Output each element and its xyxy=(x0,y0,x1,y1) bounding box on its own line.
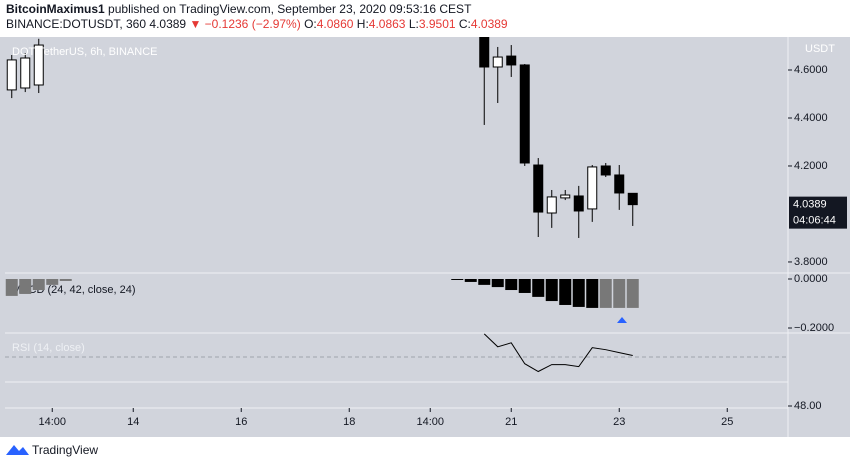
legend: DOT/TetherUS, 6h, BINANCE xyxy=(12,46,158,58)
candle-body xyxy=(506,55,517,66)
ohlc-label: O: xyxy=(304,17,317,31)
histogram-bar xyxy=(532,279,545,297)
ohlc-label: H: xyxy=(357,17,369,31)
histogram-bar xyxy=(491,279,504,288)
candle-body xyxy=(627,192,638,206)
ohlc-label: L: xyxy=(409,17,419,31)
x-tick-label: 14 xyxy=(127,416,139,428)
ohlc-label: C: xyxy=(459,17,471,31)
candle-body xyxy=(546,196,557,214)
histogram-bar xyxy=(545,279,558,302)
histogram-bar xyxy=(626,279,639,308)
histogram-bar xyxy=(559,279,572,305)
ohlc-value: 4.0860 xyxy=(317,17,354,31)
x-tick-label: 18 xyxy=(343,416,355,428)
candle-body xyxy=(33,44,44,86)
author: BitcoinMaximus1 xyxy=(6,2,105,16)
candle-body xyxy=(479,37,490,68)
histogram-bar xyxy=(586,279,599,308)
histogram-bar xyxy=(518,279,531,293)
price-pane xyxy=(6,37,638,238)
candle-body xyxy=(587,166,598,210)
y-tick-label: 4.6000 xyxy=(794,64,828,76)
signal-marker xyxy=(617,317,627,323)
brand-logo xyxy=(6,445,29,455)
rsi-title: RSI (14, close) xyxy=(12,342,85,354)
histogram-bar xyxy=(32,279,45,291)
candle-body xyxy=(533,164,544,213)
candle-body xyxy=(600,165,611,176)
y-tick-label: 4.2000 xyxy=(794,160,828,172)
candle-body xyxy=(519,64,530,164)
rsi-line xyxy=(483,333,633,373)
axis-unit: USDT xyxy=(805,43,835,55)
y-tick-label: 48.00 xyxy=(794,400,822,412)
histogram-bar xyxy=(464,279,477,282)
histogram-bar xyxy=(451,279,464,280)
histogram-bar xyxy=(46,279,59,285)
histogram-bar xyxy=(478,279,491,285)
symbol: BINANCE:DOTUSDT, 360 xyxy=(6,17,146,31)
histogram-bar xyxy=(572,279,585,307)
x-tick-label: 21 xyxy=(505,416,517,428)
last-price: 4.0389 xyxy=(793,199,827,211)
histogram-bar xyxy=(613,279,626,308)
x-tick-label: 25 xyxy=(721,416,733,428)
last: 4.0389 xyxy=(149,17,186,31)
header-line1: BitcoinMaximus1 published on TradingView… xyxy=(6,2,472,16)
x-tick-label: 14:00 xyxy=(38,416,66,428)
y-tick-label: −0.2000 xyxy=(794,322,834,334)
chart-background xyxy=(0,37,850,437)
published: published on TradingView.com, September … xyxy=(108,2,472,16)
candle-body xyxy=(614,174,625,194)
price-label-bg xyxy=(789,196,847,229)
change: ▼ −0.1236 (−2.97%) xyxy=(189,17,300,31)
header-line2: BINANCE:DOTUSDT, 360 4.0389 ▼ −0.1236 (−… xyxy=(6,17,508,31)
histogram-bar xyxy=(505,279,518,291)
candle-body xyxy=(560,194,571,199)
brand: TradingView xyxy=(32,443,98,457)
histogram-bar xyxy=(599,279,612,308)
ohlc-value: 4.0389 xyxy=(471,17,508,31)
candle-body xyxy=(6,59,17,91)
x-tick-label: 23 xyxy=(613,416,625,428)
candle-body xyxy=(573,195,584,212)
candle-body xyxy=(492,56,503,68)
histogram-bar xyxy=(5,279,18,296)
y-tick-label: 4.4000 xyxy=(794,112,828,124)
candle-body xyxy=(20,57,31,89)
x-tick-label: 16 xyxy=(235,416,247,428)
histogram-bar xyxy=(19,279,32,294)
y-tick-label: 3.8000 xyxy=(794,256,828,268)
ohlc-value: 3.9501 xyxy=(419,17,456,31)
histogram-bar xyxy=(59,279,72,281)
x-tick-label: 14:00 xyxy=(416,416,444,428)
countdown: 04:06:44 xyxy=(793,215,836,227)
y-tick-label: 0.0000 xyxy=(794,273,828,285)
ohlc-value: 4.0863 xyxy=(369,17,406,31)
